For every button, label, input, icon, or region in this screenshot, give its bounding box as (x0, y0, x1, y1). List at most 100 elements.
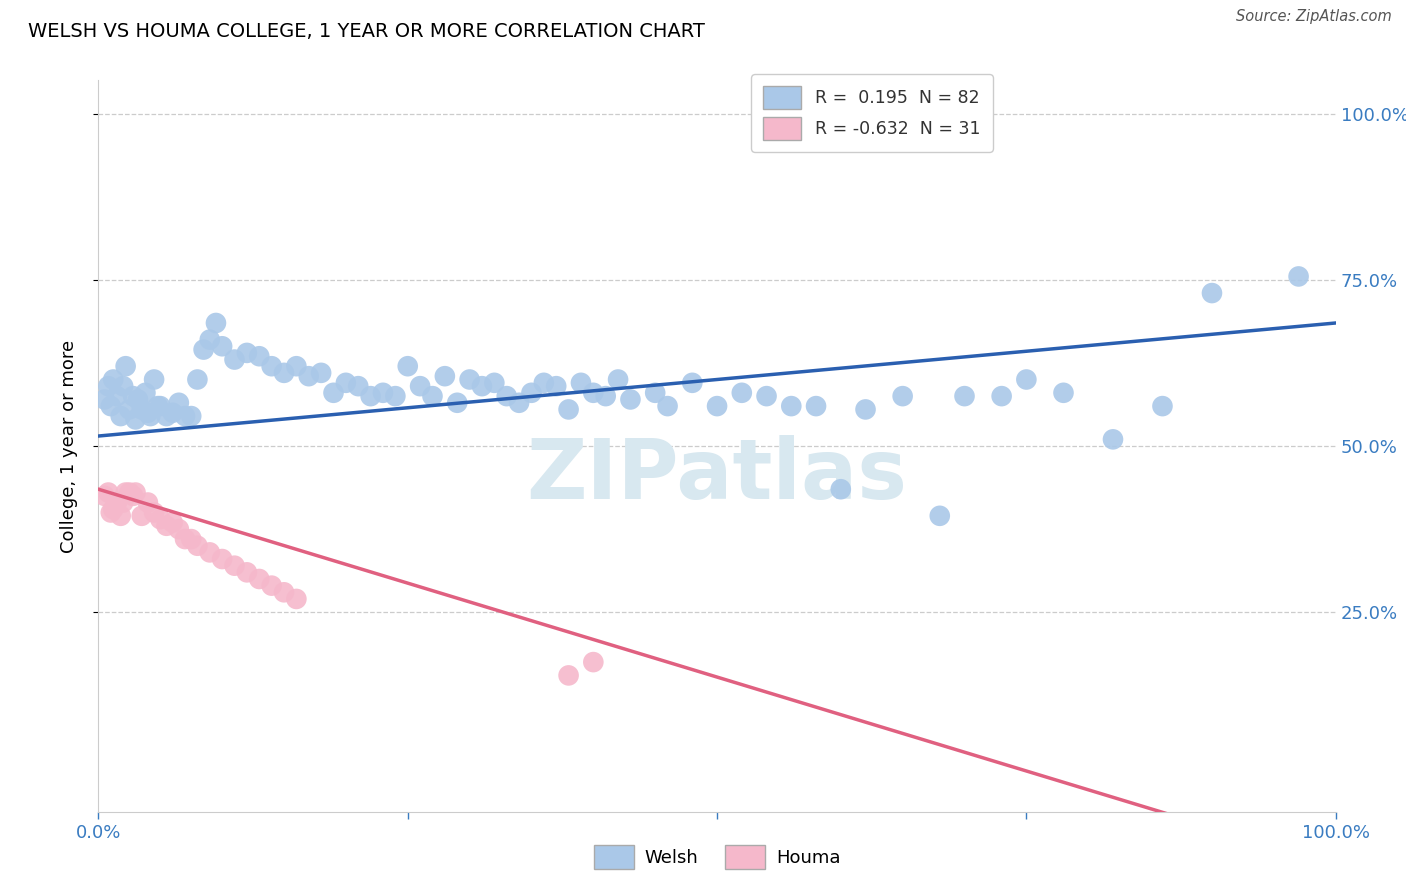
Point (953, 389, 976, 403)
Point (681, 376, 703, 390)
Point (224, 558, 246, 573)
Point (335, 376, 357, 390)
Point (891, 389, 914, 403)
Point (149, 512, 172, 526)
Point (396, 359, 419, 374)
Point (285, 591, 308, 606)
Point (484, 376, 506, 390)
Point (804, 399, 827, 413)
Point (105, 389, 128, 403)
Point (198, 333, 221, 347)
Point (114, 359, 136, 374)
Point (322, 385, 344, 400)
Point (162, 406, 184, 420)
Point (644, 385, 666, 400)
Point (105, 495, 128, 509)
Point (127, 392, 149, 407)
Point (186, 539, 208, 553)
Point (174, 532, 197, 546)
Point (569, 376, 592, 390)
Point (146, 399, 169, 413)
Point (247, 572, 270, 586)
Point (186, 372, 208, 386)
Point (236, 346, 259, 360)
Point (205, 316, 228, 330)
Point (1015, 372, 1038, 386)
Point (97, 485, 120, 500)
Point (124, 485, 146, 500)
Point (1152, 399, 1174, 413)
Point (131, 402, 153, 417)
Point (143, 372, 166, 386)
Point (285, 359, 308, 374)
Point (731, 385, 754, 400)
Point (595, 389, 617, 403)
Point (143, 506, 166, 520)
Point (755, 389, 778, 403)
Point (384, 389, 406, 403)
Point (174, 409, 197, 423)
Point (162, 516, 184, 530)
Point (131, 508, 153, 523)
Point (211, 552, 233, 566)
Point (855, 402, 877, 417)
Legend: Welsh, Houma: Welsh, Houma (586, 838, 848, 876)
Point (1102, 433, 1125, 447)
Point (180, 532, 202, 546)
Point (582, 655, 605, 669)
Point (114, 485, 136, 500)
Point (347, 379, 370, 393)
Point (619, 392, 641, 407)
Point (118, 485, 141, 500)
Point (533, 376, 555, 390)
Point (546, 379, 568, 393)
Point (118, 402, 141, 417)
Point (928, 508, 950, 523)
Point (1052, 385, 1074, 400)
Point (520, 385, 543, 400)
Point (422, 389, 444, 403)
Point (155, 518, 177, 533)
Point (409, 379, 432, 393)
Point (582, 385, 605, 400)
Point (458, 372, 481, 386)
Point (247, 349, 270, 363)
Point (508, 396, 530, 410)
Point (110, 409, 132, 423)
Point (100, 506, 122, 520)
Point (557, 402, 579, 417)
Y-axis label: College, 1 year or more: College, 1 year or more (59, 340, 77, 552)
Point (167, 522, 190, 536)
Point (224, 352, 246, 367)
Text: WELSH VS HOUMA COLLEGE, 1 YEAR OR MORE CORRELATION CHART: WELSH VS HOUMA COLLEGE, 1 YEAR OR MORE C… (28, 22, 704, 41)
Point (273, 585, 295, 599)
Point (134, 385, 156, 400)
Point (139, 409, 162, 423)
Point (198, 545, 221, 559)
Point (780, 399, 803, 413)
Point (446, 396, 468, 410)
Point (273, 366, 295, 380)
Point (990, 389, 1012, 403)
Point (360, 389, 382, 403)
Point (93, 392, 115, 407)
Point (607, 372, 630, 386)
Point (260, 359, 283, 374)
Point (97, 379, 120, 393)
Point (167, 396, 190, 410)
Point (557, 668, 579, 682)
Point (260, 579, 283, 593)
Point (706, 399, 728, 413)
Point (100, 399, 122, 413)
Point (433, 369, 456, 384)
Point (136, 406, 159, 420)
Point (103, 372, 125, 386)
Point (103, 502, 125, 516)
Point (93, 489, 115, 503)
Point (1288, 269, 1310, 284)
Point (471, 379, 494, 393)
Point (193, 343, 215, 357)
Point (236, 566, 259, 580)
Point (298, 369, 321, 384)
Point (110, 508, 132, 523)
